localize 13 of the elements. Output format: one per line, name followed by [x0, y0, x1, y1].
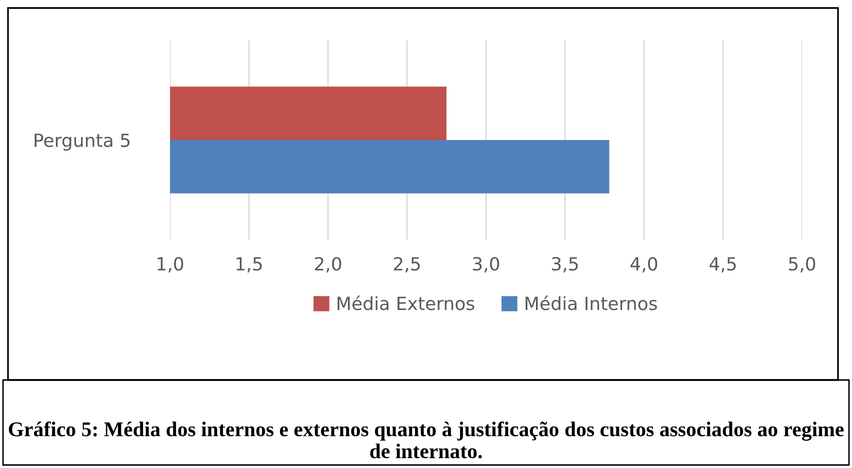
x-tick-label: 3,5 [552, 256, 578, 272]
x-tick-label: 1,5 [236, 257, 262, 272]
x-tick-label: 5,0 [789, 256, 816, 272]
x-tick-label: 3,0 [473, 256, 500, 272]
x-tick-label: 4,5 [710, 257, 736, 272]
text: Gráfico 5: Média dos internos e externos quanto à justificação dos custos associados ao regime de internato. [8, 421, 844, 458]
x-tick-label: 1,0 [158, 256, 184, 272]
x-tick-label: 2,5 [394, 256, 420, 272]
legend-label: Média Externos [338, 296, 474, 310]
x-tick-label: 2,0 [314, 256, 342, 272]
y-tick-label: Pergunta 5 [34, 134, 130, 151]
x-tick-label: 4,0 [630, 256, 658, 272]
legend-label: Média Internos [526, 296, 657, 310]
